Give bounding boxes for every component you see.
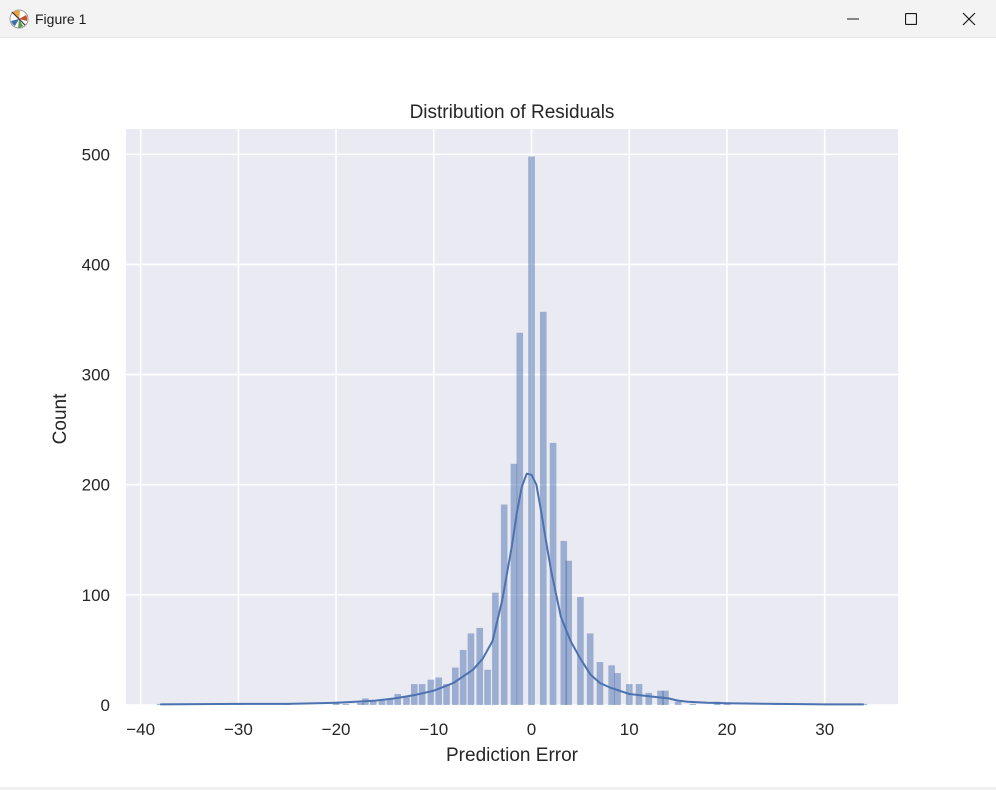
histogram-bar <box>510 463 518 705</box>
histogram-bar <box>549 442 557 705</box>
close-icon <box>962 12 976 26</box>
x-tick-label: 10 <box>620 720 639 739</box>
histogram-bar <box>386 699 394 705</box>
x-tick-label: −40 <box>126 720 155 739</box>
histogram-bar <box>443 684 450 705</box>
histogram-bar <box>492 592 499 705</box>
histogram-bar <box>674 701 682 705</box>
x-tick-label: −10 <box>419 720 448 739</box>
x-tick-label: 30 <box>815 720 834 739</box>
y-tick-label: 500 <box>82 145 110 164</box>
maximize-button[interactable] <box>882 0 940 38</box>
histogram-bar <box>577 597 584 705</box>
histogram-bar <box>608 665 615 705</box>
grid-lines <box>126 129 898 706</box>
histogram-bar <box>342 703 350 705</box>
histogram-bar <box>357 702 364 705</box>
x-tick-label: −20 <box>322 720 351 739</box>
histogram-bar <box>723 703 731 705</box>
x-axis-label: Prediction Error <box>446 745 579 766</box>
histogram-bar <box>500 504 508 705</box>
histogram-bar <box>476 627 484 705</box>
y-tick-label: 400 <box>82 255 110 274</box>
histogram-bar <box>484 669 491 705</box>
histogram-bar <box>586 633 594 705</box>
window-title: Figure 1 <box>35 11 87 27</box>
maximize-icon <box>905 13 917 25</box>
minimize-icon <box>847 13 859 25</box>
x-tick-label: 0 <box>527 720 536 739</box>
minimize-button[interactable] <box>824 0 882 38</box>
y-tick-label: 200 <box>82 476 110 495</box>
y-axis-ticks: 0 100 200 300 400 500 <box>82 145 110 715</box>
y-tick-label: 100 <box>82 586 110 605</box>
histogram-bar <box>378 700 386 705</box>
histogram-bar <box>516 332 524 705</box>
histogram-bar <box>369 700 377 705</box>
histogram-bar <box>689 703 697 705</box>
histogram-bar <box>394 693 401 705</box>
histogram-bar <box>435 677 443 705</box>
y-tick-label: 0 <box>101 696 110 715</box>
histogram-bar <box>418 684 426 705</box>
histogram-bar <box>467 633 475 705</box>
window-bottom-edge <box>0 787 996 790</box>
close-button[interactable] <box>940 0 996 38</box>
histogram-bar <box>403 696 410 705</box>
y-tick-label: 300 <box>82 366 110 385</box>
histogram-chart: −40 −30 −20 −10 0 10 20 30 0 100 200 300 400 500 Dis… <box>50 102 898 766</box>
y-axis-label: Count <box>50 393 71 444</box>
matplotlib-icon <box>9 9 29 29</box>
chart-title: Distribution of Residuals <box>410 102 615 123</box>
x-tick-label: 20 <box>718 720 737 739</box>
figure-canvas: −40 −30 −20 −10 0 10 20 30 0 100 200 300 400 500 Dis… <box>0 38 996 790</box>
histogram-bar <box>645 692 653 705</box>
histogram-bar <box>539 311 547 705</box>
x-axis-ticks: −40 −30 −20 −10 0 10 20 30 <box>126 720 834 739</box>
kde-line <box>160 472 864 706</box>
histogram-bar <box>565 560 572 705</box>
window-titlebar: Figure 1 <box>0 0 996 38</box>
histogram-bar <box>452 667 459 705</box>
histogram-bar <box>528 156 535 706</box>
x-tick-label: −30 <box>224 720 253 739</box>
